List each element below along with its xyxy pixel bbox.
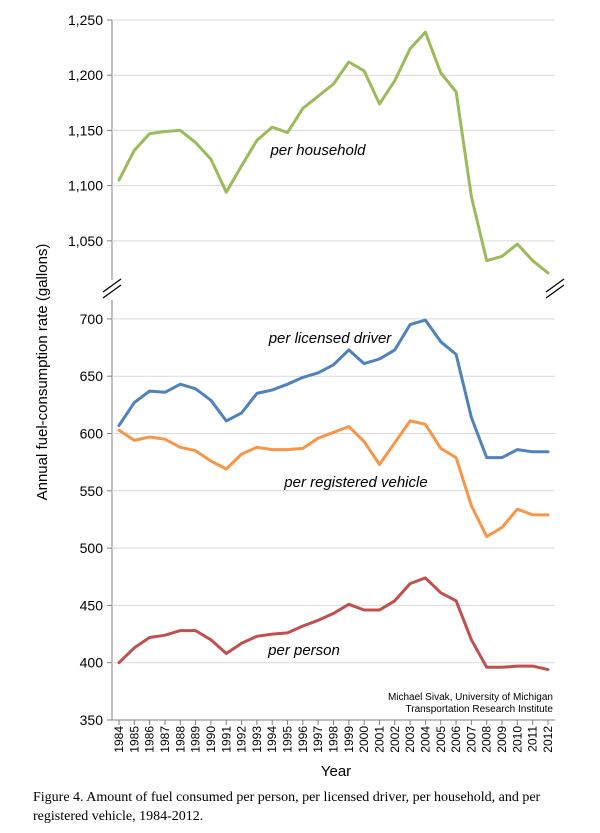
- y-tick-label: 700: [80, 311, 104, 327]
- x-tick-label: 2002: [388, 726, 402, 753]
- y-tick-label: 450: [80, 597, 104, 613]
- chart: 1,050 1,100 1,150 1,200 1,250 350 400 450 500 55…: [34, 12, 565, 780]
- series-line-per-licensed-driver: [117, 318, 550, 460]
- x-tick-label: 1997: [311, 726, 325, 753]
- x-tick-label: 2001: [372, 726, 386, 753]
- series-label-per-household: per household: [269, 142, 366, 159]
- x-tick-label: 1986: [143, 726, 157, 753]
- y-axis-title: Annual fuel-consumption rate (gallons): [34, 244, 51, 501]
- x-tick-label: 1999: [342, 726, 356, 753]
- x-tick-label: 1984: [112, 726, 126, 753]
- x-tick-labels: 1984 1985 1986 1987 1988 1989 1990 1991 1992 1993…: [112, 720, 555, 753]
- series-line-per-person: [117, 576, 550, 672]
- axis-break-slash-left: [102, 284, 122, 299]
- x-axis-title: Year: [321, 763, 351, 780]
- y-tick-label: 500: [80, 540, 104, 556]
- x-tick-label: 1988: [173, 726, 187, 753]
- series-label-per-registered-vehicle: per registered vehicle: [283, 474, 427, 491]
- x-tick-label: 1994: [265, 726, 279, 753]
- credit-line-2: Transportation Research Institute: [406, 704, 554, 715]
- x-tick-label: 1987: [158, 726, 172, 753]
- x-tick-label: 2011: [526, 726, 540, 752]
- axis-break-slash-right: [545, 284, 565, 299]
- x-tick-label: 2004: [418, 726, 432, 753]
- x-tick-label: 2012: [541, 726, 555, 753]
- y-tick-label: 600: [80, 426, 104, 442]
- x-tick-label: 2005: [434, 726, 448, 753]
- x-tick-label: 2000: [357, 726, 371, 753]
- figure-caption: Figure 4. Amount of fuel consumed per pe…: [33, 790, 541, 824]
- x-tick-label: 1995: [281, 726, 295, 753]
- x-tick-label: 2010: [510, 726, 524, 753]
- y-tick-label: 1,200: [68, 67, 103, 83]
- x-tick-label: 1991: [219, 726, 233, 753]
- y-tick-label: 350: [80, 712, 104, 728]
- y-tick-label: 1,050: [68, 233, 103, 249]
- axis-break-slash-right: [545, 278, 565, 293]
- y-tick-label: 1,250: [68, 12, 103, 28]
- x-tick-label: 1990: [204, 726, 218, 753]
- y-tick-label: 1,100: [68, 178, 103, 194]
- series-label-per-licensed-driver: per licensed driver: [268, 330, 393, 347]
- x-tick-label: 2009: [495, 726, 509, 753]
- x-tick-label: 1996: [296, 726, 310, 753]
- y-tick-label: 1,150: [68, 122, 103, 138]
- series-lines: [117, 30, 550, 672]
- axis-break-slash-left: [102, 278, 122, 293]
- x-tick-label: 2003: [403, 726, 417, 753]
- x-tick-label: 2006: [449, 726, 463, 753]
- lower-panel-y-ticks: 350 400 450 500 550 600 650 700: [80, 311, 112, 728]
- credit-line-1: Michael Sivak, University of Michigan: [388, 692, 553, 703]
- upper-panel-y-ticks: 1,050 1,100 1,150 1,200 1,250: [68, 12, 112, 249]
- x-tick-label: 2008: [480, 726, 494, 753]
- x-tick-label: 1998: [327, 726, 341, 753]
- x-tick-label: 2007: [464, 726, 478, 753]
- x-tick-label: 1993: [250, 726, 264, 753]
- series-line-per-household: [117, 30, 550, 275]
- x-tick-label: 1989: [189, 726, 203, 753]
- series-label-per-person: per person: [267, 642, 340, 659]
- x-tick-label: 1985: [127, 726, 141, 753]
- y-tick-label: 650: [80, 368, 104, 384]
- x-tick-label: 1992: [235, 726, 249, 753]
- y-tick-label: 400: [80, 655, 104, 671]
- y-tick-label: 550: [80, 483, 104, 499]
- axis-break-marks: [102, 278, 565, 299]
- series-line-per-registered-vehicle: [117, 419, 550, 539]
